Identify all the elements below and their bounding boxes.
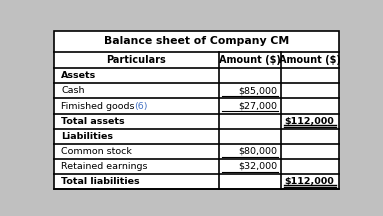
Text: Amount ($): Amount ($) — [219, 55, 281, 65]
Text: Retained earnings: Retained earnings — [61, 162, 148, 171]
Text: Liabilities: Liabilities — [61, 132, 113, 141]
Text: Common stock: Common stock — [61, 147, 132, 156]
Text: Assets: Assets — [61, 71, 97, 80]
Text: $80,000: $80,000 — [238, 147, 277, 156]
Text: Amount ($): Amount ($) — [279, 55, 341, 65]
Text: Total liabilities: Total liabilities — [61, 177, 140, 186]
Text: $32,000: $32,000 — [238, 162, 277, 171]
Text: Balance sheet of Company CM: Balance sheet of Company CM — [104, 36, 289, 46]
Text: $112,000: $112,000 — [285, 177, 334, 186]
Text: Particulars: Particulars — [106, 55, 166, 65]
Text: $85,000: $85,000 — [238, 86, 277, 95]
Text: (6): (6) — [134, 102, 147, 111]
Text: $112,000: $112,000 — [285, 117, 334, 125]
Text: $27,000: $27,000 — [238, 102, 277, 111]
Text: Total assets: Total assets — [61, 117, 125, 125]
Text: Fimished goods: Fimished goods — [61, 102, 138, 111]
Text: Cash: Cash — [61, 86, 85, 95]
